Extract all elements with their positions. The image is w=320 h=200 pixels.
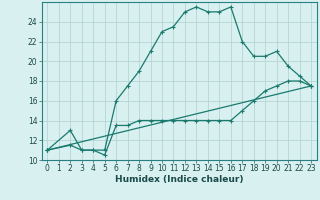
X-axis label: Humidex (Indice chaleur): Humidex (Indice chaleur) — [115, 175, 244, 184]
